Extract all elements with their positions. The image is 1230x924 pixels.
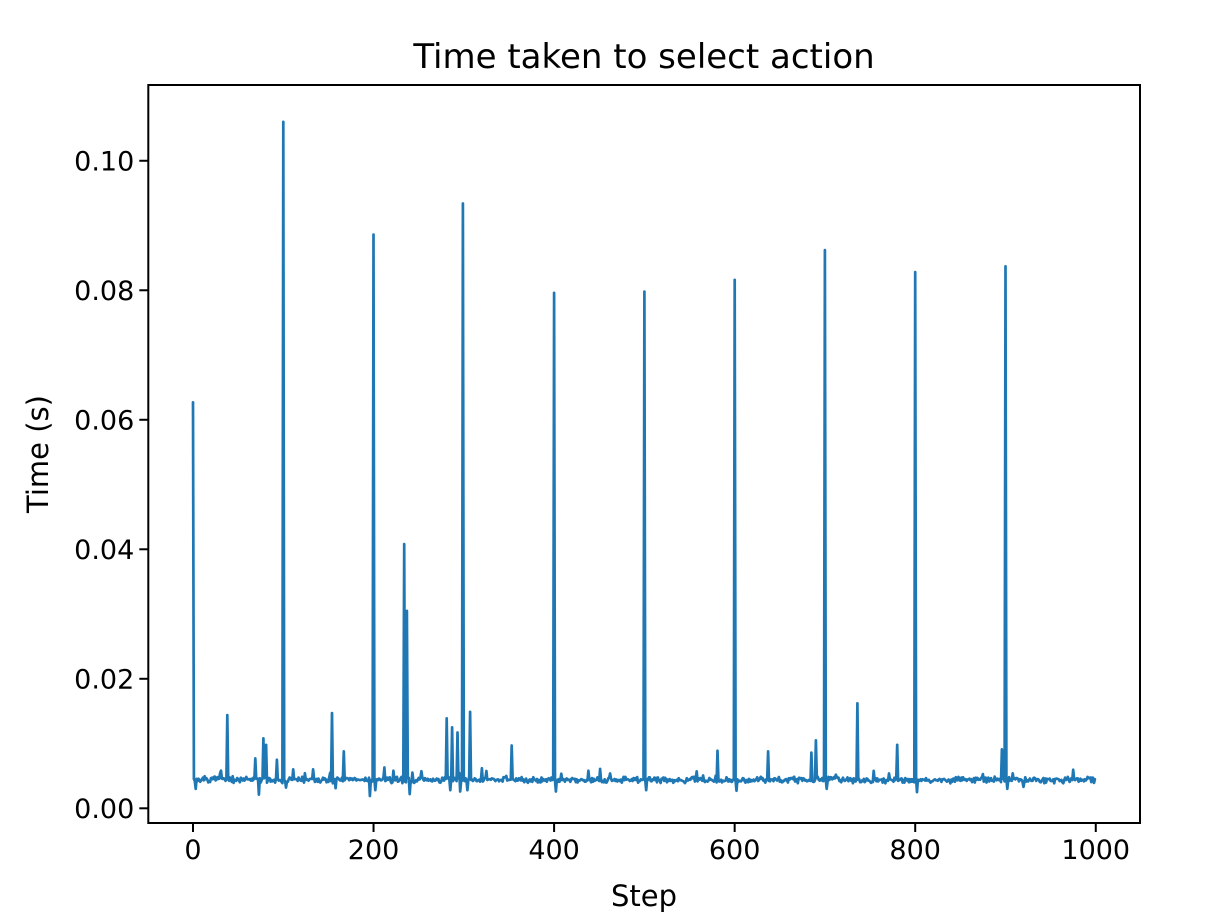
- y-tick-label: 0.06: [74, 405, 134, 436]
- x-tick-label: 400: [528, 835, 580, 866]
- x-tick-label: 1000: [1061, 835, 1130, 866]
- y-axis-label: Time (s): [21, 395, 55, 513]
- y-tick-label: 0.02: [74, 664, 134, 695]
- x-axis-label: Step: [610, 879, 678, 913]
- data-line: [191, 120, 1097, 798]
- y-tick-label: 0.10: [74, 146, 134, 177]
- x-tick-label: 200: [348, 835, 400, 866]
- y-tick-label: 0.08: [74, 276, 134, 307]
- x-tick-label: 800: [889, 835, 941, 866]
- axes-spines: [147, 84, 1142, 824]
- x-tick-label: 0: [184, 835, 201, 866]
- y-tick-label: 0.04: [74, 535, 134, 566]
- chart-title: Time taken to select action: [413, 37, 875, 77]
- x-tick-label: 600: [709, 835, 761, 866]
- y-tick-label: 0.00: [74, 794, 134, 825]
